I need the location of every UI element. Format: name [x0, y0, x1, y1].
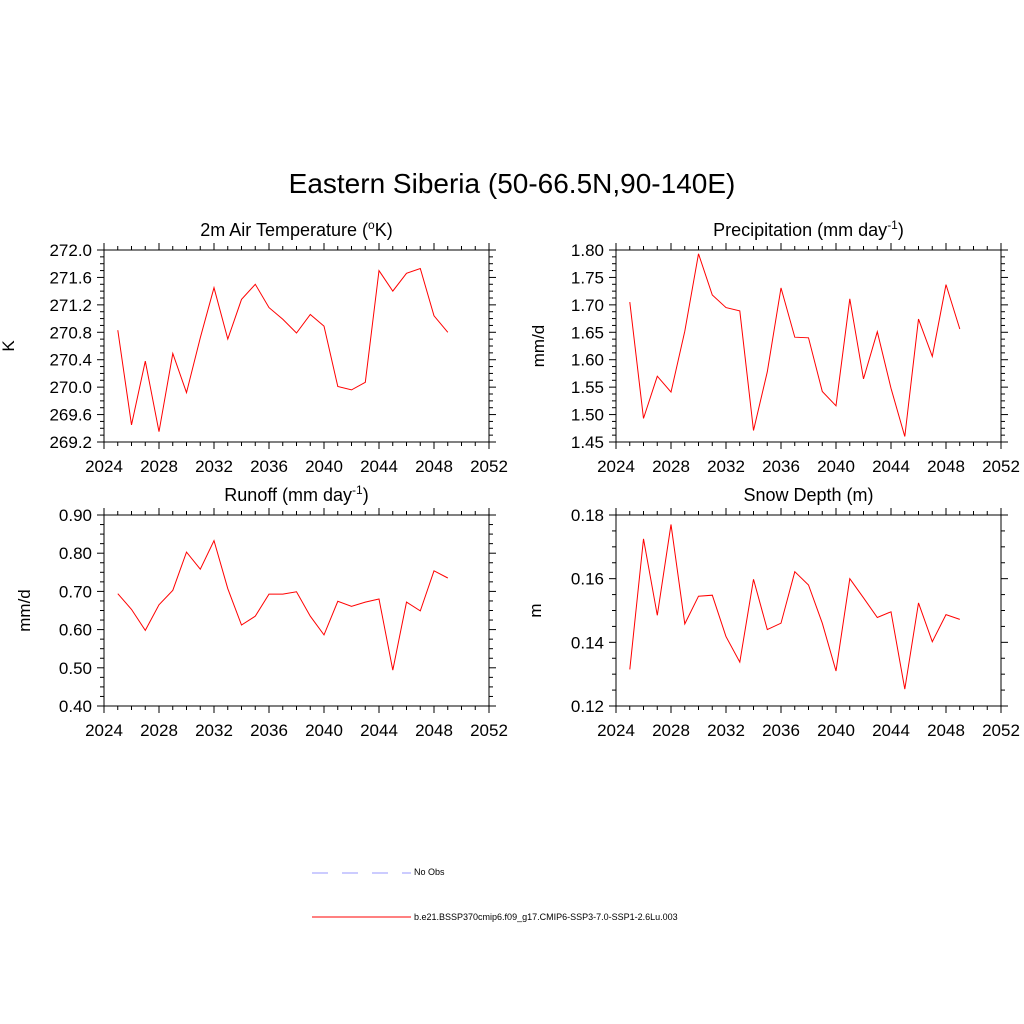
x-tick-label: 2036 [250, 721, 288, 740]
x-tick-label: 2048 [415, 457, 453, 476]
x-tick-label: 2024 [597, 457, 635, 476]
y-tick-label: 0.40 [59, 697, 92, 716]
plot-frame [103, 514, 490, 707]
x-tick-label: 2052 [982, 721, 1020, 740]
panel-title: Runoff (mm day-1) [224, 483, 368, 505]
x-tick-label: 2024 [85, 721, 123, 740]
x-tick-label: 2044 [360, 457, 398, 476]
y-tick-label: 1.45 [571, 433, 604, 452]
x-tick-label: 2048 [927, 457, 965, 476]
panel-title: 2m Air Temperature (oK) [200, 218, 392, 240]
x-tick-label: 2028 [140, 721, 178, 740]
x-tick-label: 2040 [305, 721, 343, 740]
x-tick-label: 2028 [652, 457, 690, 476]
y-tick-label: 269.2 [49, 433, 92, 452]
y-tick-label: 1.50 [571, 406, 604, 425]
legend-label-no-obs: No Obs [414, 867, 445, 877]
x-tick-label: 2044 [360, 721, 398, 740]
y-tick-label: 270.4 [49, 351, 92, 370]
y-tick-label: 0.14 [571, 633, 604, 652]
x-tick-label: 2032 [195, 721, 233, 740]
series-line [629, 253, 961, 437]
x-tick-label: 2052 [470, 457, 508, 476]
series-line [629, 524, 960, 690]
x-tick-label: 2032 [707, 457, 745, 476]
x-tick-label: 2032 [707, 721, 745, 740]
x-tick-label: 2036 [762, 721, 800, 740]
y-axis-label: mm/d [529, 325, 548, 368]
y-tick-label: 0.12 [571, 697, 604, 716]
legend-label-model-run: b.e21.BSSP370cmip6.f09_g17.CMIP6-SSP3-7.… [414, 912, 678, 922]
x-tick-label: 2024 [85, 457, 123, 476]
y-tick-label: 1.55 [571, 378, 604, 397]
y-tick-label: 0.18 [571, 506, 604, 525]
y-tick-label: 0.16 [571, 570, 604, 589]
y-tick-label: 0.50 [59, 659, 92, 678]
figure-title: Eastern Siberia (50-66.5N,90-140E) [288, 168, 736, 199]
x-tick-label: 2040 [817, 457, 855, 476]
y-tick-label: 0.80 [59, 544, 92, 563]
x-tick-label: 2040 [305, 457, 343, 476]
y-tick-label: 270.0 [49, 378, 92, 397]
plot-frame [103, 249, 490, 443]
y-tick-label: 272.0 [49, 241, 92, 260]
panel-3: 2024 2028 2032 2036 2040 2044 2048 2052 0.40 0.50… [15, 483, 508, 740]
x-tick-label: 2048 [415, 721, 453, 740]
x-tick-label: 2036 [762, 457, 800, 476]
x-tick-label: 2052 [982, 457, 1020, 476]
panel-title: Precipitation (mm day-1) [713, 218, 904, 240]
x-tick-label: 2052 [470, 721, 508, 740]
y-tick-label: 1.60 [571, 351, 604, 370]
y-tick-label: 1.65 [571, 323, 604, 342]
x-tick-label: 2048 [927, 721, 965, 740]
x-tick-label: 2032 [195, 457, 233, 476]
x-tick-label: 2044 [872, 457, 910, 476]
y-axis-label: m [526, 603, 545, 617]
x-tick-label: 2028 [140, 457, 178, 476]
y-axis-label: K [0, 340, 18, 352]
panel-title: Snow Depth (m) [743, 485, 873, 505]
y-tick-label: 0.90 [59, 506, 92, 525]
series-line [117, 267, 449, 432]
y-tick-label: 271.6 [49, 268, 92, 287]
legend [312, 872, 411, 918]
panel-2: 2024 2028 2032 2036 2040 2044 2048 2052 1.45 1.50… [529, 218, 1020, 476]
y-tick-label: 271.2 [49, 296, 92, 315]
x-tick-label: 2024 [597, 721, 635, 740]
y-tick-label: 269.6 [49, 406, 92, 425]
panel-1: 2024 2028 2032 2036 2040 2044 2048 2052 269.2 269… [0, 218, 508, 476]
y-tick-label: 0.70 [59, 582, 92, 601]
y-tick-label: 1.75 [571, 268, 604, 287]
x-tick-label: 2028 [652, 721, 690, 740]
series-line [117, 539, 449, 671]
x-tick-label: 2036 [250, 457, 288, 476]
y-tick-label: 1.80 [571, 241, 604, 260]
y-axis-label: mm/d [15, 589, 34, 632]
plot-frame [615, 249, 1002, 443]
x-tick-label: 2040 [817, 721, 855, 740]
x-tick-label: 2044 [872, 721, 910, 740]
y-tick-label: 270.8 [49, 323, 92, 342]
panel-4: 2024 2028 2032 2036 2040 2044 2048 2052 0.12 0.14… [526, 485, 1020, 740]
y-tick-label: 0.60 [59, 621, 92, 640]
y-tick-label: 1.70 [571, 296, 604, 315]
